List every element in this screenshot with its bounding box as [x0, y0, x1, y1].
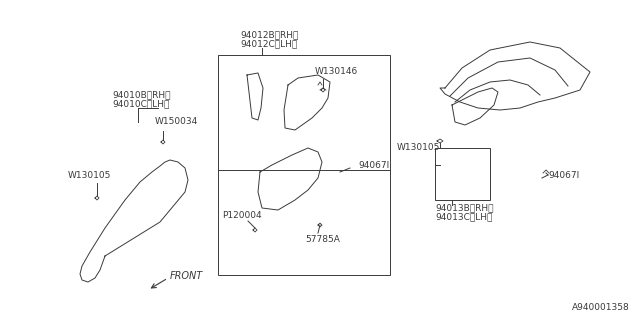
- Text: 94012C〈LH〉: 94012C〈LH〉: [240, 39, 297, 49]
- Text: 94067I: 94067I: [358, 161, 389, 170]
- Text: 57785A: 57785A: [305, 236, 340, 244]
- Text: W130146: W130146: [315, 68, 358, 76]
- Text: W150034: W150034: [155, 117, 198, 126]
- Text: 94010C〈LH〉: 94010C〈LH〉: [112, 100, 170, 108]
- Text: 94012B〈RH〉: 94012B〈RH〉: [240, 30, 298, 39]
- Text: 94067I: 94067I: [548, 171, 579, 180]
- Text: FRONT: FRONT: [170, 271, 204, 281]
- Text: 94013C〈LH〉: 94013C〈LH〉: [435, 212, 492, 221]
- Text: P120004: P120004: [222, 211, 262, 220]
- Text: W130105: W130105: [68, 172, 111, 180]
- Text: W130105: W130105: [397, 143, 440, 153]
- Text: 94013B〈RH〉: 94013B〈RH〉: [435, 204, 493, 212]
- Bar: [218, 55, 390, 275]
- Text: 94010B〈RH〉: 94010B〈RH〉: [112, 91, 170, 100]
- Text: A940001358: A940001358: [572, 303, 630, 312]
- Bar: [435, 148, 490, 200]
